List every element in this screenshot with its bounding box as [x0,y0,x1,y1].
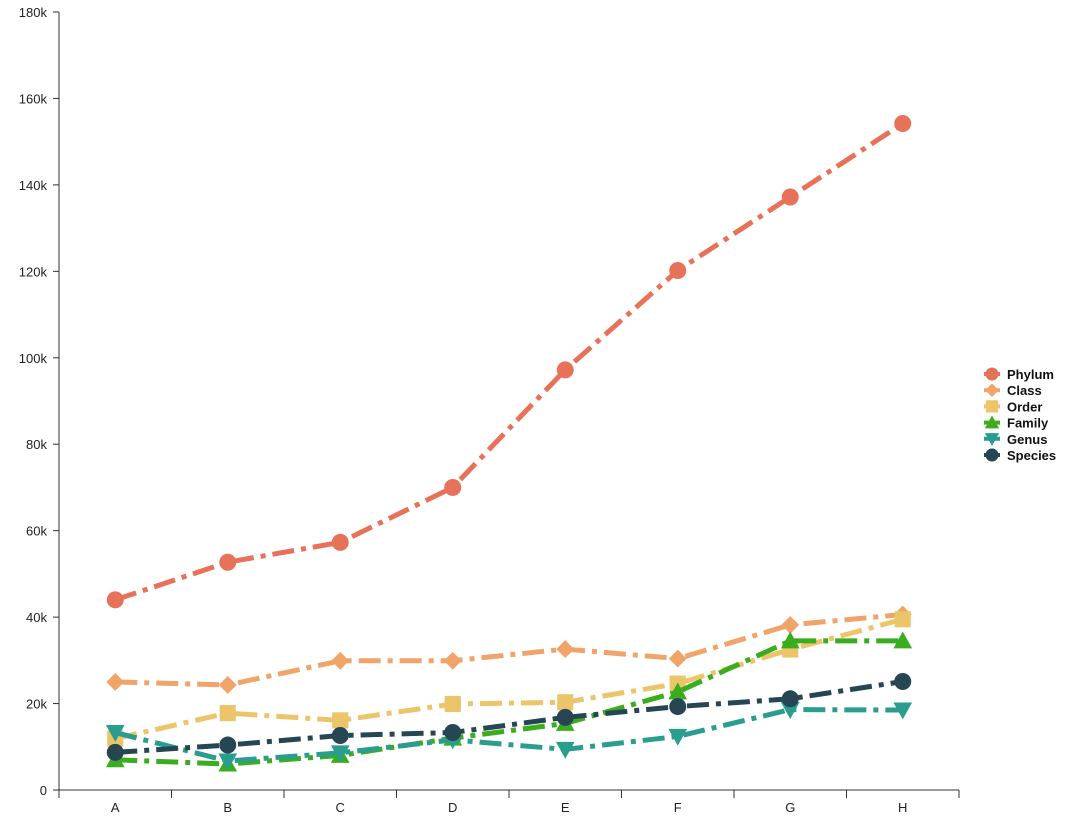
y-tick-label: 0 [40,783,47,798]
data-point-family [668,682,688,700]
data-point-class [668,649,687,668]
data-point-species [106,743,124,761]
x-tick-label: F [674,800,682,815]
x-tick-label: H [898,800,907,815]
x-tick-label: B [223,800,232,815]
x-tick-label: G [785,800,795,815]
legend-marker [985,400,999,413]
data-point-family [780,631,800,649]
data-point-class [331,651,350,670]
series-phylum [106,115,912,609]
data-point-species [219,736,237,754]
legend-marker [984,415,1000,429]
legend-label: Genus [1007,432,1047,447]
axes: 0 20k 40k 60k 80k 100k 120k 140k 160k 180k A B C D E F G… [19,5,960,815]
y-tick-label: 100k [19,351,48,366]
legend-item-genus: Genus [984,432,1047,447]
data-point-phylum [444,478,462,496]
legend-marker [985,383,999,398]
legend-label: Class [1007,383,1042,398]
data-point-phylum [781,188,799,206]
data-point-class [106,673,125,691]
legend-item-phylum: Phylum [984,367,1054,382]
legend-item-species: Species [984,448,1056,463]
data-point-genus [218,753,238,771]
y-tick-label: 60k [26,524,47,539]
data-point-genus [893,702,913,720]
x-tick-label: E [561,800,570,815]
y-tick-label: 20k [26,697,47,712]
data-point-genus [330,745,350,763]
legend-marker [985,367,999,381]
legend-item-class: Class [984,383,1042,398]
data-point-species [669,698,687,716]
data-point-order [219,704,236,722]
data-point-phylum [556,361,574,379]
data-point-species [894,673,912,691]
series-line-species [115,679,904,755]
y-tick-label: 140k [19,178,48,193]
legend-item-order: Order [984,399,1042,414]
legend-marker [985,448,999,462]
legend-label: Family [1007,416,1049,431]
data-point-genus [555,741,575,759]
data-point-phylum [331,533,349,551]
data-point-phylum [894,115,912,133]
x-tick-label: A [111,800,120,815]
legend-label: Species [1007,448,1056,463]
series-line-class [115,612,903,688]
series-line-order [114,616,904,742]
y-tick-label: 160k [19,91,48,106]
series-line-genus [114,707,903,764]
data-point-order [894,611,911,628]
data-point-phylum [669,261,687,279]
y-tick-label: 180k [19,5,48,20]
data-point-phylum [106,591,124,609]
data-point-class [218,676,237,694]
legend-item-family: Family [984,415,1049,431]
series-layer [105,115,913,772]
x-tick-label: D [448,800,457,815]
data-point-phylum [219,553,237,571]
legend-label: Phylum [1007,367,1054,382]
data-point-genus [105,725,125,742]
data-point-order [332,712,349,729]
data-point-order [557,694,574,711]
data-point-genus [780,702,800,719]
data-point-class [781,615,800,634]
data-point-class [556,640,575,659]
data-point-class [443,651,462,670]
data-point-family [893,631,913,649]
series-line-family [115,638,903,767]
legend-marker [984,433,1000,446]
data-point-species [444,724,462,742]
y-tick-label: 120k [19,264,48,279]
data-point-species [331,727,349,745]
x-tick-label: C [336,800,345,815]
legend-label: Order [1007,399,1042,414]
data-point-order [444,695,461,713]
y-tick-label: 40k [26,610,47,625]
data-point-species [556,708,574,726]
data-point-genus [668,728,688,746]
y-tick-label: 80k [26,437,47,452]
series-species [106,673,912,761]
series-line-phylum [114,121,905,603]
data-point-species [781,690,799,708]
